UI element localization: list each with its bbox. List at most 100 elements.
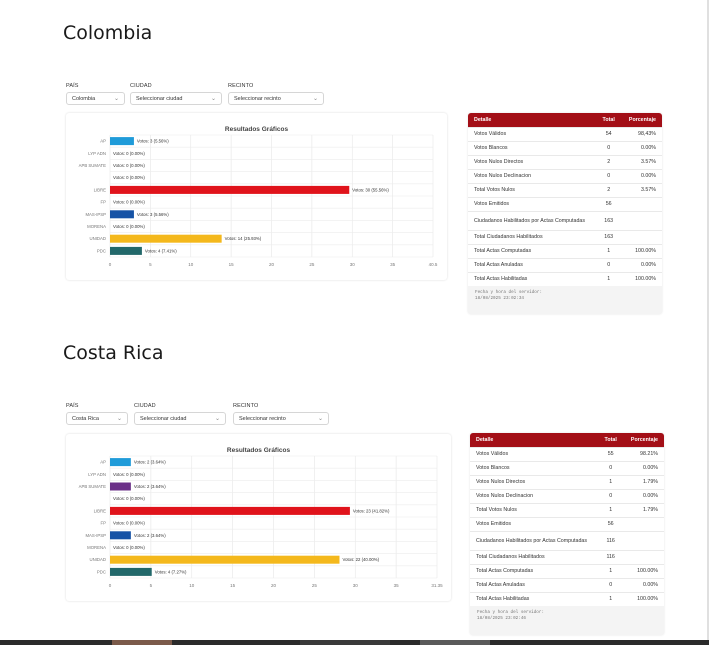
y-category-label: FP <box>101 200 107 205</box>
pais-select-value: Costa Rica <box>72 416 99 422</box>
recinto-filter: RECINTO Seleccionar recinto ⌄ <box>233 403 329 425</box>
cell-porcentaje <box>621 210 662 230</box>
bar-data-label: Votos: 14 (25.93%) <box>225 236 262 241</box>
bar-data-label: Votos: 3 (5.56%) <box>137 212 169 217</box>
cell-porcentaje: 1.79% <box>623 502 664 517</box>
results-table-row: Total Actas Computadas 1 100.00% <box>470 563 664 578</box>
cell-porcentaje: 0.00% <box>621 140 662 155</box>
results-chart-card: Resultados Gráficos 0 5 10 15 20 25 30 35 31.35 AP… <box>66 434 451 601</box>
results-table-row: Ciudadanos Habilitados por Actas Computa… <box>468 210 662 230</box>
bar-data-label: Votos: 0 (0.00%) <box>113 200 145 205</box>
bottom-strip-segment <box>420 640 490 645</box>
bar-mas-ipsp[interactable] <box>110 210 134 219</box>
results-table-row: Votos Emitidos 56 <box>468 196 662 211</box>
results-table-row: Votos Blancos 0 0.00% <box>470 460 664 475</box>
results-table: Detalle Total Porcentaje Votos Válidos 54… <box>468 113 662 286</box>
bar-mas-ipsp[interactable] <box>110 531 131 540</box>
chart-title: Resultados Gráficos <box>225 126 289 133</box>
pais-select-value: Colombia <box>72 96 96 102</box>
y-category-label: LIBRE <box>94 508 107 513</box>
x-tick-label: 20 <box>269 262 275 267</box>
cell-detalle: Total Actas Computadas <box>470 563 599 578</box>
bar-data-label: Votos: 0 (0.00%) <box>113 224 145 229</box>
cell-porcentaje <box>621 196 662 211</box>
bar-data-label: Votos: 0 (0.00%) <box>113 151 145 156</box>
bar-data-label: Votos: 2 (3.64%) <box>134 460 166 465</box>
ciudad-select[interactable]: Seleccionar ciudad ⌄ <box>130 92 222 105</box>
cell-porcentaje: 0.00% <box>621 257 662 272</box>
ciudad-select-value: Seleccionar ciudad <box>136 96 183 102</box>
chart-title: Resultados Gráficos <box>227 447 291 454</box>
server-time-label: Fecha y hora del servidor: <box>477 610 545 615</box>
recinto-select[interactable]: Seleccionar recinto ⌄ <box>233 412 329 425</box>
cell-porcentaje: 98,43% <box>621 126 662 141</box>
results-table-row: Votos Válidos 54 98,43% <box>468 126 662 141</box>
bar-libre[interactable] <box>110 506 350 515</box>
cell-total: 2 <box>596 182 622 197</box>
cell-porcentaje: 0.00% <box>623 460 664 475</box>
results-table-row: Votos Emitidos 56 <box>470 516 664 531</box>
bottom-taskbar-strip <box>0 640 709 645</box>
ciudad-filter: CIUDAD Seleccionar ciudad ⌄ <box>134 403 226 425</box>
bar-unidad[interactable] <box>110 555 340 564</box>
bar-pdc[interactable] <box>110 567 152 576</box>
cell-total: 0 <box>596 257 622 272</box>
bar-ap[interactable] <box>110 137 134 146</box>
cell-detalle: Total Votos Nulos <box>470 502 599 517</box>
recinto-select[interactable]: Seleccionar recinto ⌄ <box>228 92 324 105</box>
y-category-label: UNIDAD <box>90 557 106 562</box>
bar-data-label: Votos: 22 (40.00%) <box>342 557 379 562</box>
bar-ap[interactable] <box>110 458 131 467</box>
country-title: Colombia <box>63 22 153 44</box>
y-category-label: PDC <box>97 248 106 253</box>
cell-detalle: Total Actas Anuladas <box>470 577 599 592</box>
cell-detalle: Total Actas Anuladas <box>468 257 597 272</box>
server-time-note: Fecha y hora del servidor: 18/08/2025 23… <box>468 286 662 306</box>
cell-porcentaje: 1.79% <box>623 474 664 489</box>
bar-apb-sumate[interactable] <box>110 482 131 491</box>
pais-label: PAÍS <box>66 403 79 409</box>
results-table-row: Ciudadanos Habilitados por Actas Computa… <box>470 530 664 550</box>
cell-detalle: Votos Válidos <box>470 446 599 461</box>
cell-detalle: Votos Válidos <box>468 126 597 141</box>
pais-label: PAÍS <box>66 83 79 89</box>
results-table-row: Total Votos Nulos 1 1.79% <box>470 502 664 517</box>
results-table-header: Detalle Total Porcentaje <box>470 433 664 447</box>
bar-unidad[interactable] <box>110 234 222 243</box>
cell-detalle: Votos Emitidos <box>470 516 599 531</box>
cell-detalle: Votos Nulos Declinacion <box>470 488 599 503</box>
results-table: Detalle Total Porcentaje Votos Válidos 55… <box>470 433 664 606</box>
page-scrollbar[interactable] <box>707 0 709 640</box>
x-tick-label: 5 <box>149 262 152 267</box>
pais-select[interactable]: Costa Rica ⌄ <box>66 412 128 425</box>
recinto-label: RECINTO <box>233 403 259 409</box>
bar-data-label: Votos: 0 (0.00%) <box>113 496 145 501</box>
results-chart-card: Resultados Gráficos 0 5 10 15 20 25 30 35 40.5 AP V… <box>66 113 447 280</box>
bottom-strip-segment <box>300 640 390 645</box>
cell-detalle: Votos Blancos <box>470 460 599 475</box>
y-category-label: MAS-IPSP <box>85 212 106 217</box>
y-category-label: LIBRE <box>94 187 107 192</box>
cell-detalle: Total Actas Habilitadas <box>468 271 597 286</box>
cell-porcentaje: 100.00% <box>623 563 664 578</box>
bar-data-label: Votos: 0 (0.00%) <box>113 163 145 168</box>
country-title: Costa Rica <box>63 342 164 364</box>
ciudad-select[interactable]: Seleccionar ciudad ⌄ <box>134 412 226 425</box>
chevron-down-icon: ⌄ <box>210 96 216 102</box>
cell-detalle: Total Actas Habilitadas <box>470 591 599 606</box>
bar-libre[interactable] <box>110 185 350 194</box>
cell-porcentaje <box>623 516 664 531</box>
pais-select[interactable]: Colombia ⌄ <box>66 92 125 105</box>
cell-total: 0 <box>596 168 622 183</box>
x-tick-label: 15 <box>229 262 235 267</box>
results-bar-chart: Resultados Gráficos 0 5 10 15 20 25 30 35 40.5 AP V… <box>79 126 438 267</box>
cell-total: 0 <box>598 488 624 503</box>
x-tick-label: 10 <box>189 583 195 588</box>
x-tick-label: 35 <box>394 583 400 588</box>
chevron-down-icon: ⌄ <box>317 416 323 422</box>
bar-data-label: Votos: 4 (7.27%) <box>155 569 187 574</box>
cell-detalle: Votos Nulos Directos <box>468 154 597 169</box>
bar-pdc[interactable] <box>110 246 142 255</box>
bar-data-label: Votos: 2 (3.64%) <box>134 484 166 489</box>
x-tick-label: 35 <box>390 262 396 267</box>
